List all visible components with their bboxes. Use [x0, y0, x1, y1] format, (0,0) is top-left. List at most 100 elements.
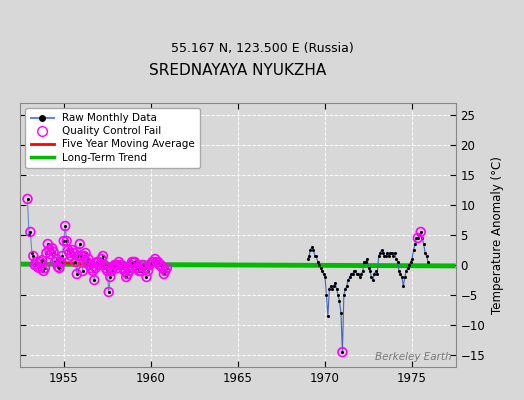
- Point: [107, 268, 116, 274]
- Point: [111, 262, 119, 268]
- Point: [86, 262, 94, 268]
- Point: [74, 253, 82, 259]
- Point: [34, 264, 42, 270]
- Point: [412, 235, 421, 241]
- Point: [68, 247, 77, 253]
- Point: [399, 283, 408, 289]
- Point: [154, 259, 162, 265]
- Point: [61, 223, 69, 229]
- Point: [312, 253, 321, 259]
- Point: [102, 265, 110, 271]
- Point: [418, 235, 427, 241]
- Point: [122, 274, 130, 280]
- Point: [55, 265, 63, 271]
- Point: [402, 268, 410, 274]
- Point: [117, 262, 126, 268]
- Point: [130, 259, 139, 265]
- Point: [60, 238, 68, 244]
- Point: [126, 262, 135, 268]
- Point: [113, 265, 122, 271]
- Point: [345, 274, 354, 280]
- Point: [64, 247, 72, 253]
- Point: [41, 265, 49, 271]
- Point: [112, 262, 120, 268]
- Point: [42, 250, 50, 256]
- Point: [357, 271, 365, 277]
- Point: [322, 292, 331, 298]
- Point: [420, 241, 428, 247]
- Point: [94, 259, 103, 265]
- Point: [403, 265, 412, 271]
- Point: [113, 265, 122, 271]
- Point: [89, 268, 97, 274]
- Point: [141, 265, 149, 271]
- Point: [411, 241, 419, 247]
- Point: [57, 259, 65, 265]
- Point: [134, 265, 142, 271]
- Point: [324, 313, 332, 319]
- Point: [162, 265, 171, 271]
- Point: [375, 253, 383, 259]
- Point: [70, 250, 78, 256]
- Point: [353, 271, 361, 277]
- Point: [116, 262, 125, 268]
- Point: [71, 259, 80, 265]
- Point: [313, 259, 322, 265]
- Point: [117, 262, 126, 268]
- Point: [415, 232, 423, 238]
- Point: [47, 251, 55, 257]
- Point: [66, 250, 74, 256]
- Point: [401, 274, 409, 280]
- Point: [132, 265, 140, 271]
- Point: [350, 268, 358, 274]
- Point: [422, 253, 431, 259]
- Point: [121, 268, 129, 274]
- Point: [157, 262, 165, 268]
- Point: [102, 265, 110, 271]
- Point: [86, 262, 94, 268]
- Point: [154, 259, 162, 265]
- Point: [62, 238, 71, 244]
- Point: [80, 253, 88, 259]
- Point: [96, 262, 104, 268]
- Point: [307, 247, 315, 253]
- Point: [305, 253, 313, 259]
- Point: [43, 241, 52, 247]
- Point: [338, 349, 346, 355]
- Point: [158, 265, 167, 271]
- Point: [89, 268, 97, 274]
- Point: [96, 262, 104, 268]
- Point: [106, 274, 114, 280]
- Point: [143, 274, 151, 280]
- Point: [57, 259, 65, 265]
- Point: [308, 244, 316, 250]
- Point: [81, 250, 90, 256]
- Point: [55, 265, 63, 271]
- Point: [32, 259, 40, 265]
- Point: [125, 268, 133, 274]
- Point: [93, 259, 101, 265]
- Point: [119, 265, 127, 271]
- Point: [109, 265, 117, 271]
- Point: [71, 259, 80, 265]
- Point: [97, 256, 106, 262]
- Point: [73, 271, 81, 277]
- Point: [138, 262, 146, 268]
- Point: [23, 196, 31, 202]
- Text: 55.167 N, 123.500 E (Russia): 55.167 N, 123.500 E (Russia): [171, 42, 353, 55]
- Point: [408, 256, 416, 262]
- Point: [124, 271, 132, 277]
- Point: [52, 256, 61, 262]
- Point: [328, 286, 336, 292]
- Point: [135, 268, 144, 274]
- Point: [26, 229, 35, 235]
- Point: [152, 259, 161, 265]
- Point: [141, 265, 149, 271]
- Point: [49, 248, 58, 255]
- Point: [373, 271, 381, 277]
- Point: [309, 247, 318, 253]
- Point: [155, 262, 163, 268]
- Point: [122, 274, 130, 280]
- Point: [319, 271, 328, 277]
- Point: [145, 262, 154, 268]
